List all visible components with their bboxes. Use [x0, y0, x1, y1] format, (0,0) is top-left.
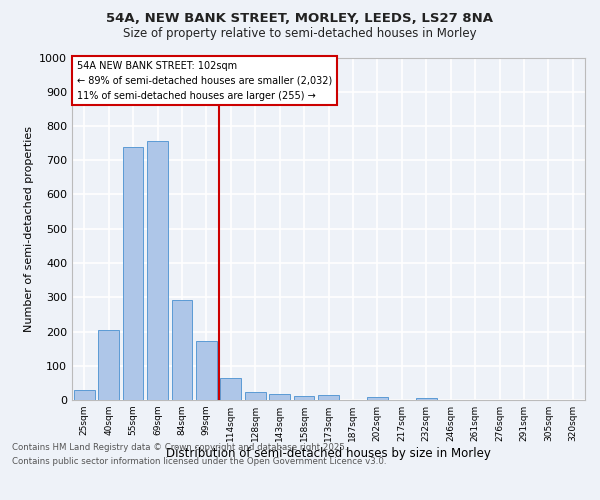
Bar: [293, 396, 314, 400]
Bar: [318, 395, 339, 400]
Bar: [172, 300, 193, 400]
Bar: [416, 398, 437, 400]
Bar: [98, 330, 119, 400]
Text: Size of property relative to semi-detached houses in Morley: Size of property relative to semi-detach…: [123, 28, 477, 40]
Bar: [147, 140, 168, 400]
Text: 54A, NEW BANK STREET, MORLEY, LEEDS, LS27 8NA: 54A, NEW BANK STREET, MORLEY, LEEDS, LS2…: [107, 12, 493, 26]
Bar: [122, 147, 143, 400]
X-axis label: Distribution of semi-detached houses by size in Morley: Distribution of semi-detached houses by …: [166, 447, 491, 460]
Text: 54A NEW BANK STREET: 102sqm
← 89% of semi-detached houses are smaller (2,032)
11: 54A NEW BANK STREET: 102sqm ← 89% of sem…: [77, 61, 332, 100]
Bar: [245, 392, 266, 400]
Y-axis label: Number of semi-detached properties: Number of semi-detached properties: [23, 126, 34, 332]
Bar: [74, 390, 95, 400]
Bar: [367, 398, 388, 400]
Text: Contains HM Land Registry data © Crown copyright and database right 2025.: Contains HM Land Registry data © Crown c…: [12, 442, 347, 452]
Bar: [196, 340, 217, 400]
Text: Contains public sector information licensed under the Open Government Licence v3: Contains public sector information licen…: [12, 458, 386, 466]
Bar: [269, 394, 290, 400]
Bar: [220, 378, 241, 400]
